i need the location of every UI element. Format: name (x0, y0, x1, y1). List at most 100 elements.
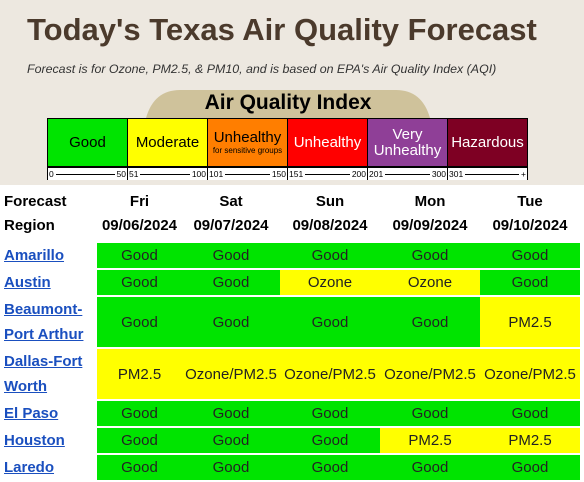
range-arrow (385, 173, 430, 175)
aqi-level: Moderate 51 100 (127, 118, 208, 180)
forecast-cell: Good (97, 243, 182, 270)
forecast-cell: Ozone/PM2.5 (182, 348, 280, 401)
range-low: 0 (49, 169, 54, 179)
region-cell: Beaumont-Port Arthur (0, 296, 97, 349)
forecast-cell: PM2.5 (480, 427, 580, 455)
aqi-box: Unhealthy (287, 118, 368, 167)
page-subtitle: Forecast is for Ozone, PM2.5, & PM10, an… (27, 62, 497, 76)
range-low: 151 (289, 169, 304, 179)
region-row: Houston Good Good Good PM2.5 PM2.5 (0, 427, 580, 455)
region-cell: Austin (0, 269, 97, 297)
forecast-cell: Ozone (280, 269, 380, 297)
day-date: 09/08/2024 (292, 217, 368, 234)
region-link[interactable]: Amarillo (4, 247, 65, 264)
range-low: 51 (129, 169, 139, 179)
region-row: Dallas-Fort Worth PM2.5 Ozone/PM2.5 Ozone/P… (0, 348, 580, 401)
forecast-cell: Good (97, 296, 182, 349)
range-high: 150 (271, 169, 286, 179)
day-header: Mon 09/09/2024 (380, 185, 480, 243)
forecast-cell: Good (480, 243, 580, 270)
aqi-label: Very Unhealthy (373, 125, 442, 159)
forecast-cell: Good (182, 454, 280, 482)
region-cell: Houston (0, 427, 97, 455)
banner-shape (146, 90, 430, 118)
forecast-cell: Good (182, 400, 280, 428)
forecast-cell: PM2.5 (480, 296, 580, 349)
range-low: 201 (369, 169, 384, 179)
region-link[interactable]: El Paso (4, 405, 59, 422)
day-name: Fri (129, 193, 150, 210)
region-cell: Dallas-Fort Worth (0, 348, 97, 401)
aqi-box: Moderate (127, 118, 208, 167)
region-row: Laredo Good Good Good Good Good (0, 454, 580, 482)
region-link[interactable]: Laredo (4, 459, 55, 476)
aqi-range: 51 100 (127, 167, 208, 180)
region-row: El Paso Good Good Good Good Good (0, 400, 580, 428)
aqi-level: Very Unhealthy 201 300 (367, 118, 448, 180)
forecast-cell: Good (480, 269, 580, 297)
range-low: 101 (209, 169, 224, 179)
aqi-label: Unhealthy (213, 129, 282, 146)
day-date: 09/07/2024 (193, 217, 269, 234)
range-high: 50 (116, 169, 126, 179)
day-date: 09/10/2024 (492, 217, 568, 234)
aqi-level: Hazardous 301 + (447, 118, 528, 180)
forecast-cell: Good (280, 296, 380, 349)
day-date: 09/06/2024 (101, 217, 178, 234)
range-high: 100 (191, 169, 206, 179)
forecast-cell: Good (380, 400, 480, 428)
region-link[interactable]: Houston (4, 432, 65, 449)
aqi-box: Hazardous (447, 118, 528, 167)
aqi-label: Good (69, 133, 106, 151)
region-header: Forecast Region (4, 193, 67, 234)
region-link[interactable]: Beaumont-Port Arthur (4, 301, 84, 343)
aqi-range: 151 200 (287, 167, 368, 180)
forecast-cell: Good (280, 400, 380, 428)
aqi-level: Good 0 50 (47, 118, 128, 180)
page-title: Today's Texas Air Quality Forecast (27, 12, 537, 47)
forecast-cell: Good (280, 454, 380, 482)
forecast-cell: Good (280, 427, 380, 455)
range-high: 200 (351, 169, 366, 179)
aqi-label: Unhealthy (293, 133, 362, 151)
region-row: Beaumont-Port Arthur Good Good Good Good PM2.… (0, 296, 580, 349)
region-cell: Laredo (0, 454, 97, 482)
aqi-range: 0 50 (47, 167, 128, 180)
region-row: Amarillo Good Good Good Good Good (0, 243, 580, 270)
range-high: 300 (431, 169, 446, 179)
forecast-cell: PM2.5 (380, 427, 480, 455)
forecast-cell: Good (182, 427, 280, 455)
range-high: + (521, 169, 526, 179)
range-arrow (55, 173, 115, 175)
aqi-box: Good (47, 118, 128, 167)
region-link[interactable]: Dallas-Fort Worth (4, 353, 83, 395)
forecast-cell: Ozone/PM2.5 (480, 348, 580, 401)
range-arrow (225, 173, 270, 175)
region-link[interactable]: Austin (4, 274, 51, 291)
aqi-level: Unhealthy for sensitive groups 101 150 (207, 118, 288, 180)
day-header: Fri 09/06/2024 (97, 185, 182, 243)
region-row: Austin Good Good Ozone Ozone Good (0, 269, 580, 297)
aqi-legend: Good 0 50 Moderate 51 100 Unhealthy for sensiti… (47, 118, 528, 180)
aqi-label: Moderate (135, 133, 200, 151)
forecast-cell: Ozone (380, 269, 480, 297)
forecast-cell: Good (182, 243, 280, 270)
aqi-range: 201 300 (367, 167, 448, 180)
day-header: Sat 09/07/2024 (182, 185, 280, 243)
forecast-cell: Good (97, 454, 182, 482)
aqi-level: Unhealthy 151 200 (287, 118, 368, 180)
forecast-cell: Ozone/PM2.5 (380, 348, 480, 401)
region-cell: Amarillo (0, 243, 97, 270)
forecast-table: Forecast Region Fri 09/06/2024 Sat 09/07/202… (0, 185, 580, 482)
forecast-cell: PM2.5 (97, 348, 182, 401)
aqi-range: 101 150 (207, 167, 288, 180)
header-row: Forecast Region Fri 09/06/2024 Sat 09/07/202… (0, 185, 580, 243)
aqi-title: Air Quality Index (204, 91, 372, 114)
forecast-cell: Good (97, 269, 182, 297)
aqi-range: 301 + (447, 167, 528, 180)
day-date: 09/09/2024 (392, 217, 468, 234)
day-name: Mon (414, 193, 446, 210)
range-arrow (305, 173, 350, 175)
forecast-cell: Good (380, 243, 480, 270)
aqi-sublabel: for sensitive groups (212, 146, 283, 155)
